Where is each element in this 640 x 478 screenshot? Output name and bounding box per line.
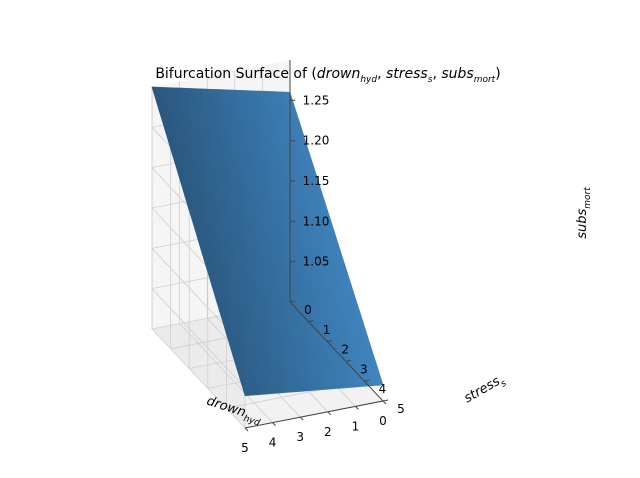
z-tick-label: 1.20 [303,134,330,148]
surface-plot [151,86,384,397]
x-tick-label: 3 [296,430,304,444]
y-tick-label: 4 [379,382,387,396]
z-axis-label: subsmort [575,187,593,239]
y-tick-label: 3 [360,362,368,376]
x-tick-label: 5 [241,441,249,455]
y-axis-label: stresss [462,371,509,408]
x-tick-mark [244,427,249,432]
y-tick-mark [364,379,370,382]
x-tick-mark [355,406,359,410]
grid-line-drown-floor [151,328,246,429]
y-tick-mark [289,300,296,303]
x-tick-label: 4 [269,436,277,450]
chart-title: Bifurcation Surface of (drownhyd, stress… [155,66,500,85]
y-tick-label: 1 [323,323,331,337]
z-tick-label: 1.25 [303,93,330,107]
x-tick-label: 2 [324,425,332,439]
x-tick-mark [382,400,387,405]
x-tick-mark [327,411,332,416]
y-tick-label: 5 [397,402,405,416]
y-tick-mark [345,359,351,362]
y-tick-mark [382,399,389,402]
x-tick-mark [272,422,276,426]
axis-lines [244,60,389,432]
y-tick-mark [308,320,314,323]
z-tick-label: 1.15 [303,174,330,188]
x-axis-line [244,400,384,429]
y-axis-line [289,301,384,402]
z-tick-label: 1.10 [303,214,330,228]
y-tick-label: 2 [341,343,349,357]
grid-line-z-left [151,288,246,388]
z-tick-label: 1.05 [303,255,330,269]
x-tick-mark [299,416,304,421]
y-tick-mark [327,340,333,343]
x-tick-label: 0 [379,414,387,428]
y-tick-label: 0 [304,303,312,317]
surface-patch [374,374,384,386]
x-tick-label: 1 [352,419,360,433]
